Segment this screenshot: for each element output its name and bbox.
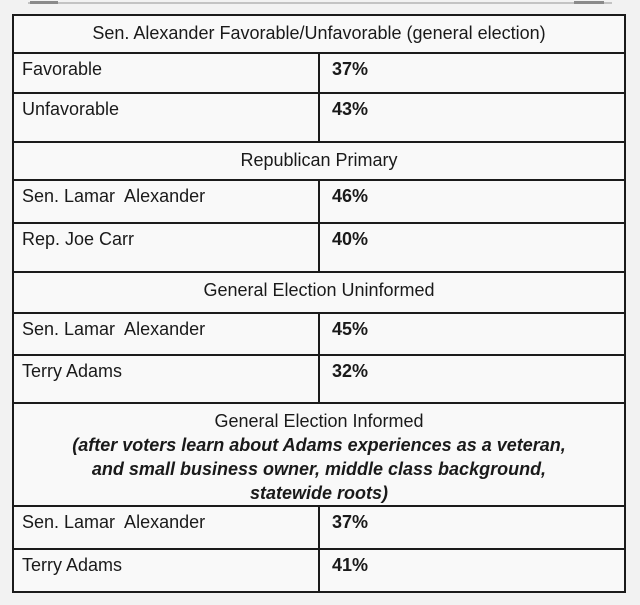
section-header-row: General Election Informed (after voters … — [12, 402, 626, 507]
section-header-row: General Election Uninformed — [12, 271, 626, 314]
section-note-line: statewide roots) — [249, 483, 389, 503]
table-row: Sen. Lamar Alexander 37% — [12, 505, 626, 550]
row-label: Rep. Joe Carr — [12, 222, 320, 273]
row-value: 45% — [318, 312, 626, 356]
table-row: Favorable 37% — [12, 52, 626, 94]
table-row: Unfavorable 43% — [12, 92, 626, 143]
row-label: Sen. Lamar Alexander — [12, 312, 320, 356]
table-row: Rep. Joe Carr 40% — [12, 222, 626, 273]
cropped-border-artifact — [28, 2, 612, 4]
table-row: Terry Adams 41% — [12, 548, 626, 593]
row-label: Unfavorable — [12, 92, 320, 143]
row-value: 46% — [318, 179, 626, 224]
section-note-line: (after voters learn about Adams experien… — [72, 435, 566, 455]
row-value: 41% — [318, 548, 626, 593]
section-title: General Election Informed — [214, 411, 424, 431]
section-header-general-informed: General Election Informed (after voters … — [12, 402, 626, 507]
row-value: 43% — [318, 92, 626, 143]
row-value: 37% — [318, 505, 626, 550]
table-row: Sen. Lamar Alexander 45% — [12, 312, 626, 356]
section-header-row: Sen. Alexander Favorable/Unfavorable (ge… — [12, 14, 626, 54]
row-value: 37% — [318, 52, 626, 94]
row-label: Sen. Lamar Alexander — [12, 179, 320, 224]
row-label: Terry Adams — [12, 548, 320, 593]
poll-results-table-wrap: Sen. Alexander Favorable/Unfavorable (ge… — [12, 14, 626, 593]
section-note-line: and small business owner, middle class b… — [91, 459, 547, 479]
poll-results-table: Sen. Alexander Favorable/Unfavorable (ge… — [12, 14, 626, 593]
row-label: Sen. Lamar Alexander — [12, 505, 320, 550]
table-row: Terry Adams 32% — [12, 354, 626, 404]
cropped-border-artifact-right — [574, 1, 604, 4]
row-value: 40% — [318, 222, 626, 273]
section-header-general-uninformed: General Election Uninformed — [12, 271, 626, 314]
section-title: Republican Primary — [240, 150, 398, 170]
section-title: General Election Uninformed — [203, 280, 435, 300]
section-header-favorability: Sen. Alexander Favorable/Unfavorable (ge… — [12, 14, 626, 54]
row-label: Terry Adams — [12, 354, 320, 404]
section-header-row: Republican Primary — [12, 141, 626, 181]
table-row: Sen. Lamar Alexander 46% — [12, 179, 626, 224]
section-header-republican-primary: Republican Primary — [12, 141, 626, 181]
section-title: Sen. Alexander Favorable/Unfavorable (ge… — [92, 23, 546, 43]
cropped-border-artifact-left — [30, 1, 58, 4]
row-label: Favorable — [12, 52, 320, 94]
row-value: 32% — [318, 354, 626, 404]
